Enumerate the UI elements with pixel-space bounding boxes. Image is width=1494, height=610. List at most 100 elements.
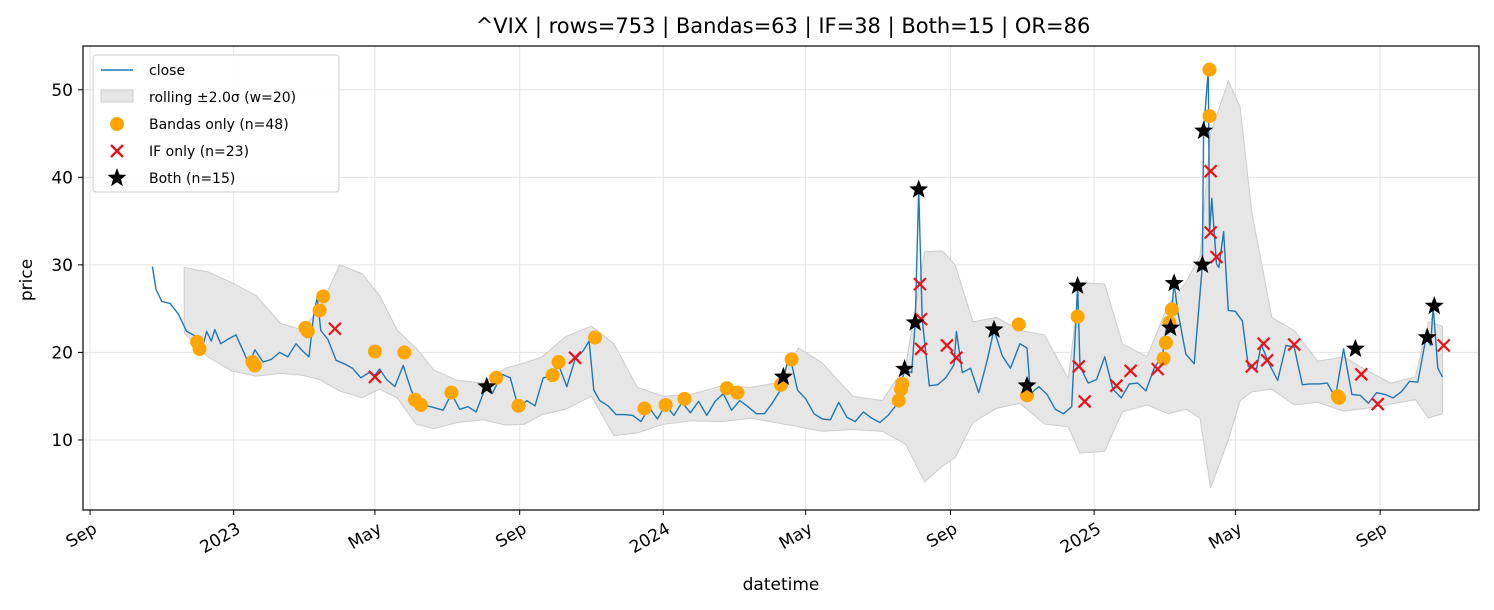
if-marker	[913, 277, 927, 291]
if-marker	[1209, 250, 1224, 264]
bandas-marker	[545, 368, 560, 383]
bandas-marker	[1202, 62, 1217, 77]
both-marker	[1192, 254, 1212, 273]
x-tick-label: Sep	[1353, 519, 1391, 552]
x-axis-label: datetime	[743, 575, 820, 595]
x-tick-label: May	[1205, 519, 1245, 554]
bandas-marker	[637, 401, 652, 416]
bandas-marker	[1070, 309, 1085, 324]
both-marker	[895, 359, 915, 378]
bandas-marker	[1156, 351, 1171, 366]
legend-swatch-band	[100, 89, 134, 103]
both-marker	[1424, 296, 1444, 315]
bandas-marker	[511, 398, 526, 413]
x-tick-label: May	[345, 519, 385, 554]
if-marker	[914, 342, 928, 356]
markers	[190, 62, 1451, 416]
both-marker	[1161, 317, 1181, 336]
both-marker	[477, 376, 497, 395]
bandas-marker	[895, 376, 910, 391]
both-marker	[1068, 275, 1088, 294]
if-marker	[1203, 164, 1218, 178]
both-marker	[909, 179, 929, 198]
bandas-marker	[730, 385, 745, 400]
legend-swatch-both	[107, 168, 127, 187]
if-marker	[1150, 362, 1165, 376]
x-tick-label: 2023	[197, 519, 244, 558]
bandas-marker	[588, 330, 603, 345]
both-marker	[905, 312, 925, 331]
rolling-band	[183, 79, 1443, 489]
x-tick-label: May	[776, 519, 816, 554]
if-marker	[1077, 394, 1092, 409]
x-tick-label: 2024	[626, 519, 673, 558]
both-marker	[1345, 338, 1365, 357]
both-marker	[1017, 375, 1037, 394]
both-marker	[773, 366, 793, 385]
if-marker	[1287, 337, 1301, 352]
close-line-group	[151, 68, 1444, 424]
both-marker	[1417, 327, 1437, 346]
x-tick-label: Sep	[492, 519, 530, 552]
x-tick-label: Sep	[63, 519, 101, 552]
bandas-marker	[658, 397, 673, 412]
bandas-marker	[1164, 302, 1179, 317]
bandas-marker	[444, 385, 459, 400]
if-marker	[1109, 378, 1124, 393]
x-tick-label: 2025	[1057, 519, 1104, 558]
bandas-marker	[891, 393, 906, 408]
legend-label-bandas: Bandas only (n=48)	[149, 117, 289, 133]
y-axis-label: price	[17, 259, 37, 301]
bandas-marker	[489, 370, 504, 385]
bandas-marker	[784, 352, 799, 367]
legend-swatch-bandas	[110, 117, 124, 131]
if-marker	[1370, 397, 1385, 411]
close-line	[151, 68, 1444, 424]
y-tick-label: 50	[51, 81, 73, 101]
if-marker	[1436, 338, 1451, 353]
bandas-marker	[551, 355, 566, 370]
if-marker	[1072, 359, 1086, 374]
if-marker	[1260, 353, 1274, 368]
both-marker	[984, 319, 1004, 338]
bandas-marker	[719, 381, 734, 396]
bandas-marker	[367, 344, 382, 359]
bandas-marker	[1158, 335, 1173, 350]
band-area	[183, 79, 1443, 489]
chart-title: ^VIX | rows=753 | Bandas=63 | IF=38 | Bo…	[476, 14, 1091, 39]
legend: close rolling ±2.0σ (w=20) Bandas only (…	[92, 54, 340, 193]
both-marker	[1194, 120, 1214, 139]
bandas-marker	[316, 289, 331, 304]
if-marker	[1256, 336, 1271, 351]
legend-label-if: IF only (n=23)	[149, 144, 249, 160]
bandas-marker	[677, 391, 692, 406]
if-marker	[1245, 359, 1259, 374]
y-tick-label: 40	[51, 168, 73, 188]
if-marker	[328, 321, 342, 336]
legend-label-band: rolling ±2.0σ (w=20)	[149, 90, 296, 106]
if-marker	[949, 350, 964, 365]
legend-label-close: close	[149, 63, 185, 79]
if-marker	[368, 370, 382, 384]
legend-label-both: Both (n=15)	[149, 171, 235, 187]
x-tick-label: Sep	[923, 519, 961, 552]
bandas-marker	[312, 303, 327, 318]
legend-swatch-if	[110, 144, 124, 158]
bandas-marker	[1011, 317, 1026, 332]
bandas-marker	[300, 324, 315, 339]
bandas-marker	[413, 397, 428, 412]
if-marker	[568, 350, 582, 365]
bandas-marker	[1331, 390, 1346, 405]
y-tick-label: 20	[51, 343, 73, 363]
bandas-marker	[247, 358, 262, 373]
bandas-marker	[1202, 109, 1217, 124]
if-marker	[940, 338, 954, 353]
both-marker	[1164, 273, 1184, 292]
bandas-marker	[192, 341, 207, 356]
y-tick-label: 10	[51, 431, 73, 451]
y-tick-label: 30	[51, 256, 73, 276]
if-marker	[1203, 225, 1218, 240]
if-marker	[1354, 367, 1369, 382]
plot-frame	[82, 45, 1480, 511]
